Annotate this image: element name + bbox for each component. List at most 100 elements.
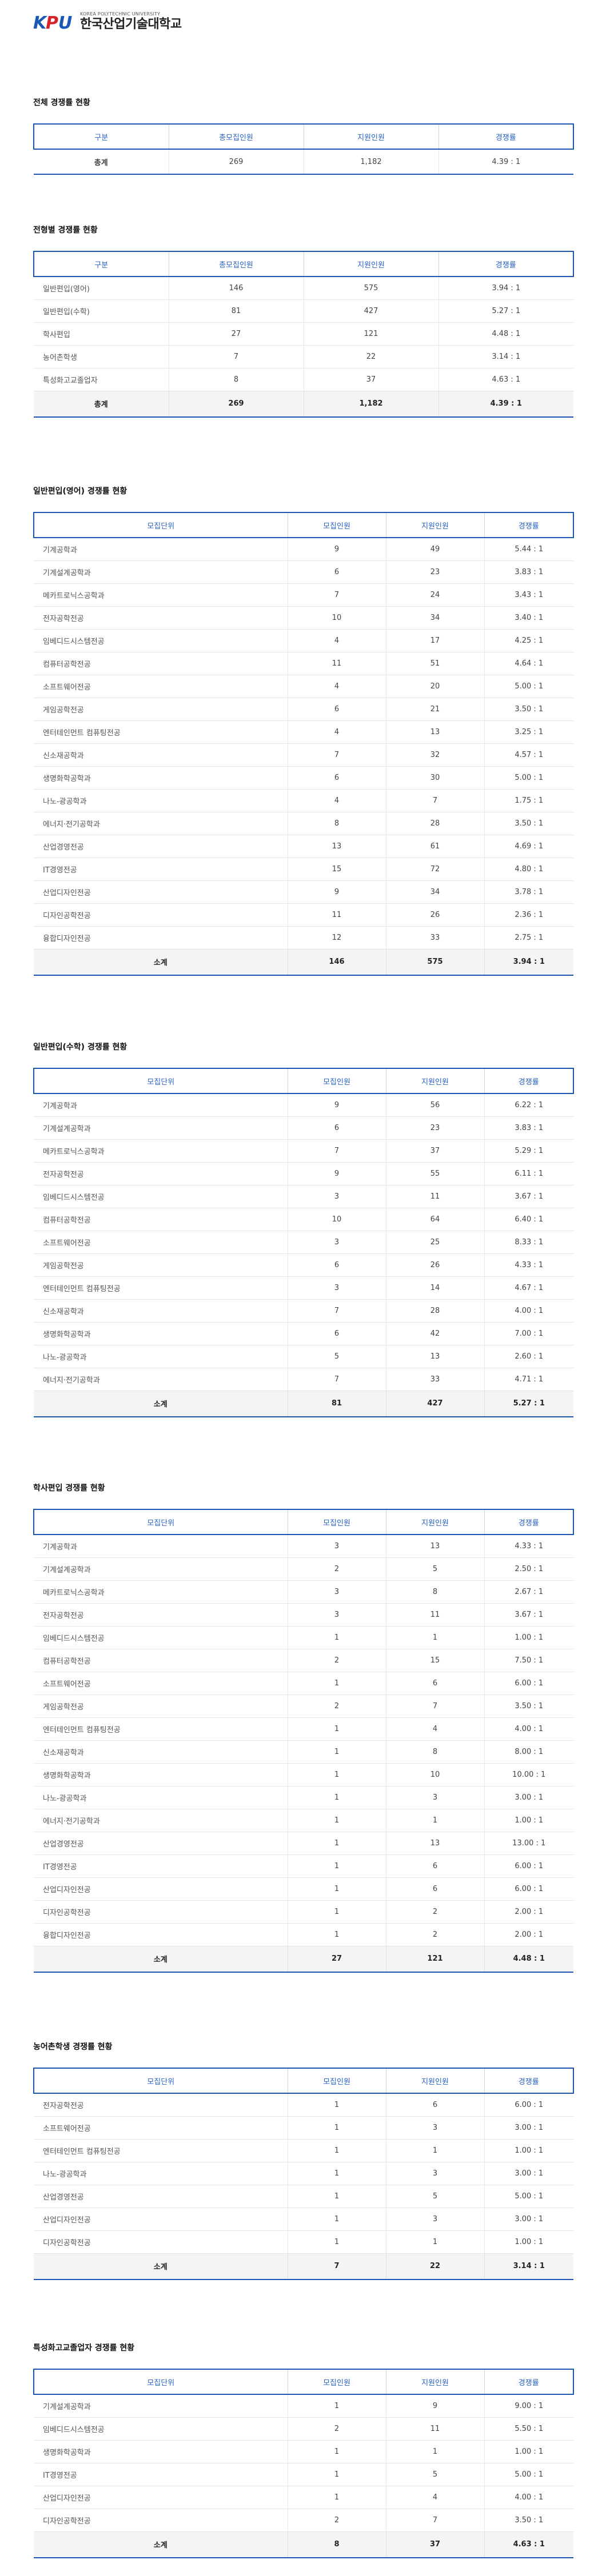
table-row: 에너지·전기공학과 7 33 4.71 : 1 — [34, 1368, 573, 1391]
table-row: 기계설계공학과 1 9 9.00 : 1 — [34, 2394, 573, 2418]
row-label: 농어촌학생 — [34, 345, 169, 368]
competition-table: 모집단위 모집인원 지원인원 경쟁률 기계공학과 3 13 4.33 : 1 기계설계공학과 2 5… — [33, 1509, 574, 1973]
table-row: 기계공학과 9 49 5.44 : 1 — [34, 538, 573, 561]
table-row: 나노-광공학과 1 3 3.00 : 1 — [34, 2162, 573, 2185]
table-cell: 5.50 : 1 — [484, 2417, 573, 2441]
table-cell: 3 — [288, 1276, 386, 1300]
table-cell: 1 — [288, 2093, 386, 2117]
table-cell: 4.33 : 1 — [484, 1535, 573, 1558]
table-row: 산업경영전공 1 5 5.00 : 1 — [34, 2185, 573, 2208]
table-header-row: 모집단위 모집인원 지원인원 경쟁률 — [33, 512, 574, 538]
row-label: 기계설계공학과 — [34, 1557, 288, 1581]
logo-name: 한국산업기술대학교 — [80, 17, 182, 31]
table-cell: 3.00 : 1 — [484, 2208, 573, 2231]
table-cell: 146 — [169, 277, 304, 300]
table-cell: 1 — [288, 2230, 386, 2254]
total-cell: 5.27 : 1 — [484, 1391, 573, 1417]
table-cell: 1 — [288, 2208, 386, 2231]
row-label: 임베디드시스템전공 — [34, 2417, 288, 2441]
table-cell: 2.60 : 1 — [484, 1345, 573, 1368]
table-cell: 2 — [288, 1694, 386, 1718]
table-cell: 3.00 : 1 — [484, 2116, 573, 2140]
table-row: 산업디자인전공 1 6 6.00 : 1 — [34, 1877, 573, 1901]
row-label: 기계설계공학과 — [34, 560, 288, 584]
table-cell: 3.14 : 1 — [438, 345, 573, 368]
table-cell: 49 — [386, 538, 485, 561]
table-cell: 10 — [288, 606, 386, 630]
site-header: K P U KOREA POLYTECHNIC UNIVERSITY 한국산업기… — [0, 0, 606, 45]
table-cell: 27 — [169, 322, 304, 346]
table-cell: 5.44 : 1 — [484, 538, 573, 561]
row-label: 디자인공학전공 — [34, 903, 288, 927]
table-cell: 10 — [386, 1763, 485, 1786]
total-cell: 3.94 : 1 — [484, 949, 573, 975]
column-header: 모집인원 — [288, 512, 386, 538]
row-label: 융합디자인전공 — [34, 1923, 288, 1946]
row-label: 산업경영전공 — [34, 835, 288, 858]
table-cell: 3 — [386, 1786, 485, 1809]
table-cell: 13 — [386, 1535, 485, 1558]
table-cell: 7.50 : 1 — [484, 1649, 573, 1672]
total-cell: 22 — [386, 2253, 485, 2279]
table-cell: 6.11 : 1 — [484, 1162, 573, 1185]
row-label: 기계공학과 — [34, 1093, 288, 1117]
section-title: 일반편입(수학) 경쟁률 현황 — [33, 1043, 127, 1052]
table-cell: 1 — [288, 1854, 386, 1878]
table-cell: 2.36 : 1 — [484, 903, 573, 927]
column-header: 모집인원 — [288, 1068, 386, 1094]
row-label: 총계 — [34, 149, 169, 175]
table-cell: 26 — [386, 903, 485, 927]
total-cell: 4.48 : 1 — [484, 1946, 573, 1972]
table-header-row: 구분 총모집인원 지원인원 경쟁률 — [33, 123, 574, 150]
column-header: 지원인원 — [386, 2068, 485, 2094]
table-cell: 3 — [386, 2116, 485, 2140]
table-cell: 4 — [288, 789, 386, 812]
table-cell: 6 — [386, 1672, 485, 1695]
university-logo[interactable]: K P U KOREA POLYTECHNIC UNIVERSITY 한국산업기… — [33, 11, 606, 33]
svg-text:P: P — [46, 13, 58, 33]
table-cell: 6.40 : 1 — [484, 1208, 573, 1231]
table-cell: 6 — [386, 1854, 485, 1878]
table-row: 소프트웨어전공 1 3 3.00 : 1 — [34, 2116, 573, 2140]
table-row: 산업디자인전공 1 3 3.00 : 1 — [34, 2208, 573, 2231]
table-cell: 1 — [288, 1672, 386, 1695]
row-label: 메카트로닉스공학과 — [34, 1139, 288, 1163]
table-row: 기계설계공학과 6 23 3.83 : 1 — [34, 560, 573, 584]
table-row: 디자인공학전공 1 2 2.00 : 1 — [34, 1900, 573, 1924]
row-label: 기계설계공학과 — [34, 1116, 288, 1140]
total-cell: 269 — [169, 391, 304, 417]
table-cell: 2.00 : 1 — [484, 1900, 573, 1924]
svg-text:K: K — [33, 13, 48, 33]
row-label: 소프트웨어전공 — [34, 2116, 288, 2140]
table-cell: 25 — [386, 1231, 485, 1254]
table-cell: 5 — [386, 2463, 485, 2486]
table-cell: 3 — [288, 1535, 386, 1558]
total-cell: 146 — [288, 949, 386, 975]
row-label: 산업디자인전공 — [34, 2486, 288, 2509]
table-cell: 4.25 : 1 — [484, 629, 573, 652]
table-cell: 3.00 : 1 — [484, 1786, 573, 1809]
table-cell: 6 — [386, 2093, 485, 2117]
table-header-row: 모집단위 모집인원 지원인원 경쟁률 — [33, 1509, 574, 1535]
table-cell: 3 — [386, 2208, 485, 2231]
table-row: 총계 269 1,182 4.39 : 1 — [34, 149, 573, 175]
bachelor-section: 학사편입 경쟁률 현황 모집단위 모집인원 지원인원 경쟁률 기계공학과 3 13 4.33 :… — [33, 1483, 574, 1973]
table-cell: 37 — [386, 1139, 485, 1163]
table-cell: 5 — [386, 1557, 485, 1581]
table-cell: 1 — [288, 2463, 386, 2486]
table-cell: 1 — [288, 1717, 386, 1741]
row-label: 에너지·전기공학과 — [34, 812, 288, 835]
row-label: 생명화학공학과 — [34, 2440, 288, 2463]
total-cell: 7 — [288, 2253, 386, 2279]
total-cell: 427 — [386, 1391, 485, 1417]
total-label: 소계 — [34, 2531, 288, 2558]
table-cell: 4.67 : 1 — [484, 1276, 573, 1300]
table-cell: 13 — [288, 835, 386, 858]
table-cell: 15 — [386, 1649, 485, 1672]
column-header: 경쟁률 — [484, 2369, 574, 2395]
table-cell: 55 — [386, 1162, 485, 1185]
table-cell: 5.27 : 1 — [438, 299, 573, 323]
row-label: 기계공학과 — [34, 538, 288, 561]
by-type-section: 전형별 경쟁률 현황 구분 총모집인원 지원인원 경쟁률 일반편입(영어) 146 575 3.… — [33, 225, 574, 418]
total-cell: 27 — [288, 1946, 386, 1972]
